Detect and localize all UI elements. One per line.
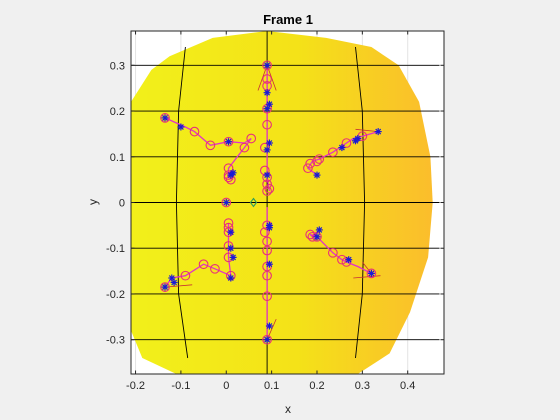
star-marker	[263, 336, 271, 344]
circle-marker	[223, 136, 234, 147]
star-marker	[313, 233, 321, 241]
circle-marker	[314, 154, 325, 164]
y-tick-label: -0.2	[106, 289, 125, 301]
star-marker	[177, 123, 185, 131]
circle-marker	[180, 270, 191, 281]
circle-marker	[262, 74, 272, 84]
circle-marker	[262, 245, 272, 256]
star-marker	[225, 138, 232, 146]
circle-marker	[262, 270, 272, 281]
star-marker	[345, 256, 353, 264]
star-marker	[263, 105, 271, 113]
star-marker	[354, 135, 362, 142]
star-marker	[263, 89, 271, 97]
plot-area	[131, 31, 440, 374]
y-tick-label: -0.1	[106, 243, 125, 255]
star-marker	[229, 169, 237, 177]
stem-segment	[266, 318, 277, 340]
circle-marker	[160, 113, 170, 123]
circle-marker	[198, 259, 209, 270]
circle-marker	[160, 282, 170, 292]
x-axis-label: x	[285, 402, 291, 416]
x-tick-label: -0.1	[171, 380, 190, 392]
star-marker	[168, 274, 176, 282]
mesh-lines	[131, 31, 440, 374]
y-tick-label: 0.2	[110, 106, 125, 118]
star-marker	[227, 228, 235, 236]
circle-marker	[303, 163, 313, 174]
circle-marker	[246, 133, 257, 144]
star-marker	[227, 274, 235, 282]
y-tick-label: -0.3	[106, 335, 125, 347]
circle-marker	[262, 334, 272, 345]
stem-segment	[355, 128, 379, 132]
circle-marker	[205, 140, 216, 151]
x-tick-label: 0.4	[400, 380, 415, 392]
star-marker	[338, 144, 346, 152]
star-marker	[265, 139, 273, 147]
star-marker	[170, 279, 178, 286]
circle-marker	[341, 138, 352, 148]
circle-marker	[221, 197, 232, 208]
star-marker	[263, 61, 271, 69]
circle-marker	[259, 227, 270, 238]
circle-marker	[305, 158, 316, 169]
x-axis-ticks: -0.2 -0.1 0 0.1 0.2 0.3 0.4	[126, 31, 415, 392]
circle-marker	[264, 183, 275, 194]
circle-marker	[312, 156, 322, 167]
y-tick-label: 0.1	[110, 152, 125, 164]
circle-marker	[328, 247, 338, 258]
star-marker	[367, 269, 375, 277]
star-marker	[227, 244, 235, 252]
y-tick-label: 0	[119, 198, 125, 210]
star-marker	[222, 199, 230, 206]
star-marker	[313, 171, 321, 179]
star-marker	[265, 100, 273, 108]
star-marker	[315, 226, 323, 234]
star-marker	[263, 171, 271, 179]
star-marker	[265, 322, 273, 330]
circle-marker	[262, 291, 272, 302]
stem-segment	[353, 275, 381, 279]
circle-marker	[366, 268, 377, 279]
circle-marker	[210, 263, 220, 274]
x-tick-label: 0.3	[355, 380, 370, 392]
circle-marker	[262, 186, 272, 196]
star-marker	[265, 221, 273, 229]
x-tick-label: 0.1	[264, 380, 279, 392]
x-tick-label: -0.2	[126, 380, 145, 392]
circle-marker	[239, 142, 250, 153]
y-axis-ticks: -0.3 -0.2 -0.1 0 0.1 0.2 0.3	[106, 60, 444, 347]
circle-marker	[328, 147, 338, 158]
x-tick-label: 0.2	[309, 380, 324, 392]
center-diamond-marker	[249, 197, 258, 208]
star-marker	[161, 114, 169, 122]
chart-title: Frame 1	[263, 12, 313, 27]
circle-marker	[262, 179, 272, 190]
star-marker	[263, 146, 271, 154]
y-axis-label: y	[86, 199, 100, 205]
star-marker	[374, 128, 382, 136]
mesh-line-vertical	[175, 46, 189, 359]
star-marker	[229, 253, 237, 261]
star-markers	[161, 61, 382, 344]
circle-marker	[262, 60, 272, 71]
center-marker	[249, 197, 258, 208]
trajectory-polyline	[309, 229, 372, 274]
x-tick-label: 0	[223, 380, 229, 392]
circle-marker	[262, 119, 272, 130]
circle-marker	[189, 126, 200, 137]
mesh-line-vertical	[355, 46, 366, 359]
y-tick-label: 0.3	[110, 60, 125, 72]
star-marker	[161, 283, 169, 291]
star-marker	[265, 260, 273, 268]
